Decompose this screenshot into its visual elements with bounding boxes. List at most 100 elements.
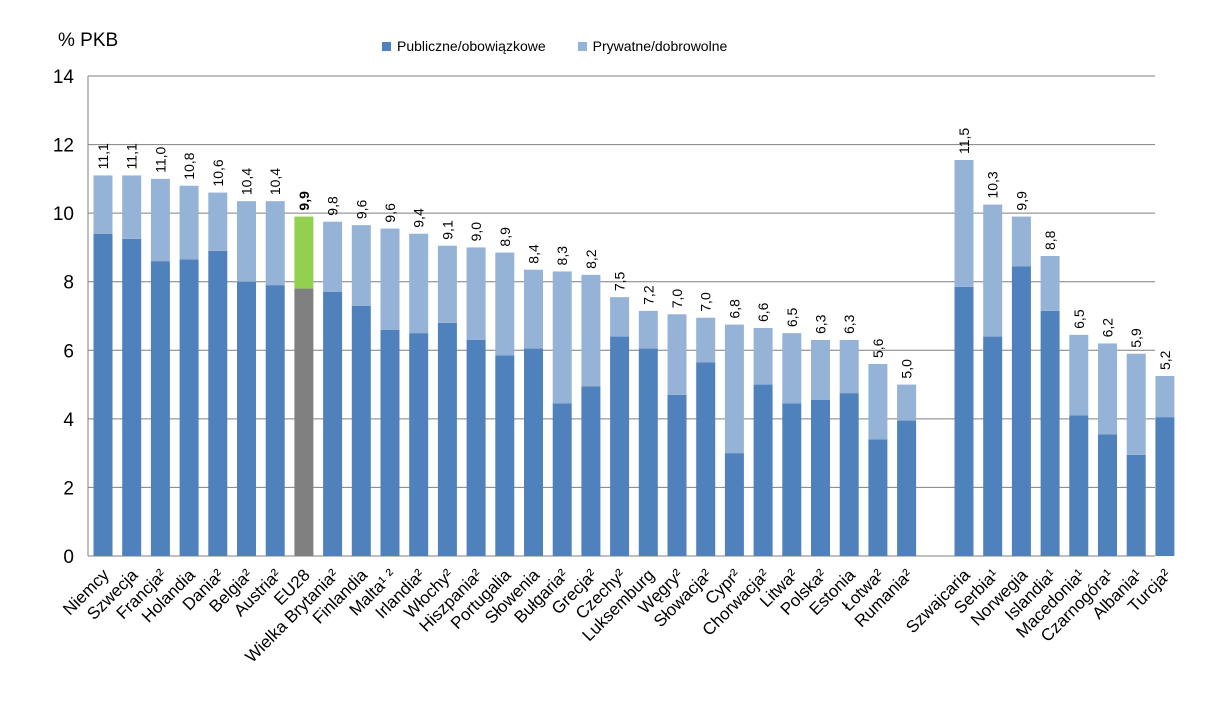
bar-private	[696, 317, 716, 363]
data-label: 9,4	[411, 208, 427, 228]
bar-private	[1040, 256, 1060, 311]
bar-public	[1069, 415, 1089, 556]
data-label: 11,1	[124, 143, 140, 169]
data-label: 9,6	[353, 199, 369, 219]
bar-public	[93, 233, 113, 556]
data-label: 6,3	[841, 314, 857, 334]
bar-private	[1155, 376, 1175, 418]
bar-public	[1155, 417, 1175, 556]
bar-private	[954, 160, 974, 287]
bar-public	[753, 384, 773, 556]
data-label: 8,8	[1042, 230, 1058, 250]
bar-private	[1069, 334, 1089, 416]
bar-public	[1040, 310, 1060, 556]
legend: Publiczne/obowiązkowe Prywatne/dobrowoln…	[382, 38, 727, 54]
data-label: 6,5	[1071, 309, 1087, 329]
bar-private	[409, 233, 429, 334]
bar-public	[1126, 454, 1146, 556]
data-label: 10,4	[267, 168, 283, 195]
bar-public	[581, 386, 601, 556]
data-label: 10,3	[985, 171, 1001, 198]
bar-public	[552, 403, 572, 556]
bar-private	[667, 314, 687, 395]
bar-private	[294, 216, 314, 289]
bar-private	[868, 364, 888, 440]
bar-public	[782, 403, 802, 556]
bar-public	[237, 281, 256, 556]
bar-public	[323, 292, 343, 556]
bar-public	[409, 333, 429, 556]
bar-public	[897, 420, 917, 556]
bar-private	[897, 384, 917, 421]
bar-public	[811, 400, 830, 556]
data-label: 6,2	[1100, 318, 1116, 338]
legend-swatch-public	[382, 41, 391, 51]
data-label: 5,9	[1128, 328, 1144, 348]
data-label: 9,1	[439, 220, 455, 240]
data-label: 9,0	[468, 222, 484, 242]
legend-swatch-private	[577, 41, 587, 51]
bar-public	[495, 355, 515, 556]
bar-private	[581, 274, 601, 387]
bar-private	[93, 175, 113, 234]
bar-private	[983, 204, 1003, 337]
data-label: 7,5	[612, 271, 628, 291]
bar-public	[437, 322, 457, 556]
bar-private	[1011, 216, 1031, 267]
y-axis-label: % PKB	[58, 30, 119, 51]
y-tick-label: 8	[63, 273, 74, 294]
bar-public	[524, 348, 543, 556]
data-label: 7,0	[698, 292, 714, 312]
data-label: 7,0	[669, 289, 685, 309]
bar-public	[208, 250, 228, 556]
data-label: 10,4	[239, 168, 255, 195]
bar-private	[122, 175, 142, 239]
bar-public	[696, 362, 716, 556]
y-tick-label: 14	[53, 67, 75, 88]
data-label: 11,0	[152, 146, 168, 172]
bar-private	[179, 185, 199, 260]
bar-private	[552, 271, 572, 404]
bar-private	[1126, 353, 1146, 455]
data-label: 7,2	[640, 285, 656, 305]
bar-public	[265, 285, 285, 556]
bar-public	[638, 348, 658, 556]
bar-private	[437, 245, 457, 323]
bar-public	[150, 261, 170, 556]
data-label: 6,5	[784, 307, 800, 327]
bar-private	[724, 324, 744, 454]
bar-public	[1098, 434, 1117, 556]
bar-private	[782, 333, 802, 404]
bar-public	[122, 238, 142, 556]
y-tick-label: 2	[63, 478, 74, 499]
data-label: 10,8	[181, 152, 197, 179]
data-label: 11,1	[95, 143, 111, 169]
data-label: 9,6	[382, 203, 398, 223]
data-label: 8,4	[526, 244, 542, 264]
y-tick-label: 10	[53, 204, 74, 225]
bar-private	[323, 221, 343, 292]
legend-label-public: Publiczne/obowiązkowe	[397, 38, 546, 54]
data-label: 6,3	[813, 314, 829, 334]
bar-private	[208, 192, 228, 251]
legend-item-private: Prywatne/dobrowolne	[577, 38, 728, 54]
bar-public	[667, 394, 687, 556]
data-label: 8,9	[497, 227, 513, 247]
data-label: 10,6	[210, 159, 226, 186]
bar-private	[610, 297, 630, 337]
data-label: 5,6	[870, 338, 886, 358]
bar-public	[954, 286, 974, 556]
bar-private	[495, 252, 515, 356]
bar-public	[724, 453, 744, 556]
data-label: 9,9	[296, 191, 312, 211]
bar-public	[868, 439, 888, 556]
data-label: 8,2	[583, 249, 599, 269]
data-label: 8,3	[554, 246, 570, 266]
bar-private	[150, 178, 170, 262]
bar-private	[1098, 343, 1117, 435]
legend-label-private: Prywatne/dobrowolne	[592, 38, 728, 54]
bar-private	[839, 340, 859, 394]
bar-private	[753, 328, 773, 385]
bar-private	[265, 201, 285, 286]
data-label: 6,6	[755, 302, 771, 322]
